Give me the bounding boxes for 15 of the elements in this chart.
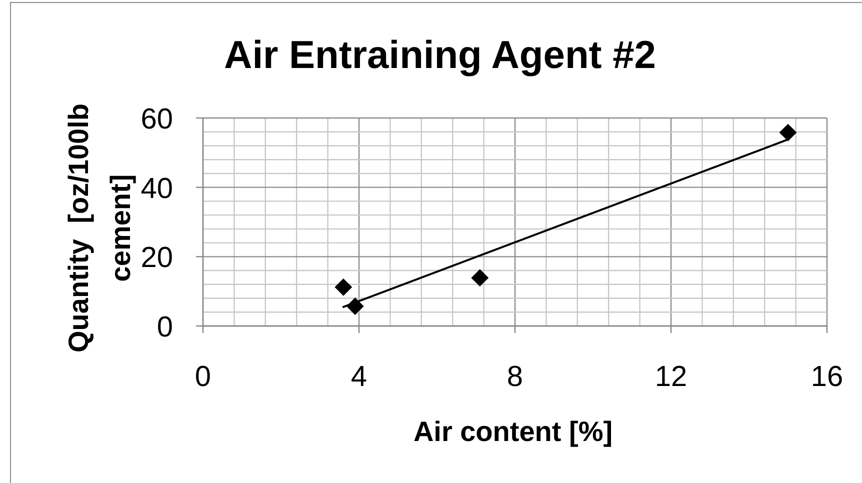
- point: [334, 278, 352, 296]
- y-tick-label: 0: [156, 312, 173, 344]
- y-tick-label: 20: [140, 242, 173, 274]
- y-tick-label: 60: [140, 104, 173, 136]
- y-axis-title: Quantity [oz/100lb cement]: [63, 104, 136, 352]
- x-tick-label: 16: [810, 361, 844, 393]
- x-axis-title: Air content [%]: [413, 416, 613, 447]
- x-tick-label: 12: [654, 361, 688, 393]
- chart-title: Air Entraining Agent #2: [224, 34, 656, 77]
- y-tick-label: 40: [140, 172, 173, 205]
- point: [779, 124, 797, 142]
- x-tick-label: 8: [506, 361, 524, 393]
- point: [471, 269, 489, 286]
- x-tick-label: 0: [194, 361, 212, 393]
- x-tick-label: 4: [350, 361, 368, 393]
